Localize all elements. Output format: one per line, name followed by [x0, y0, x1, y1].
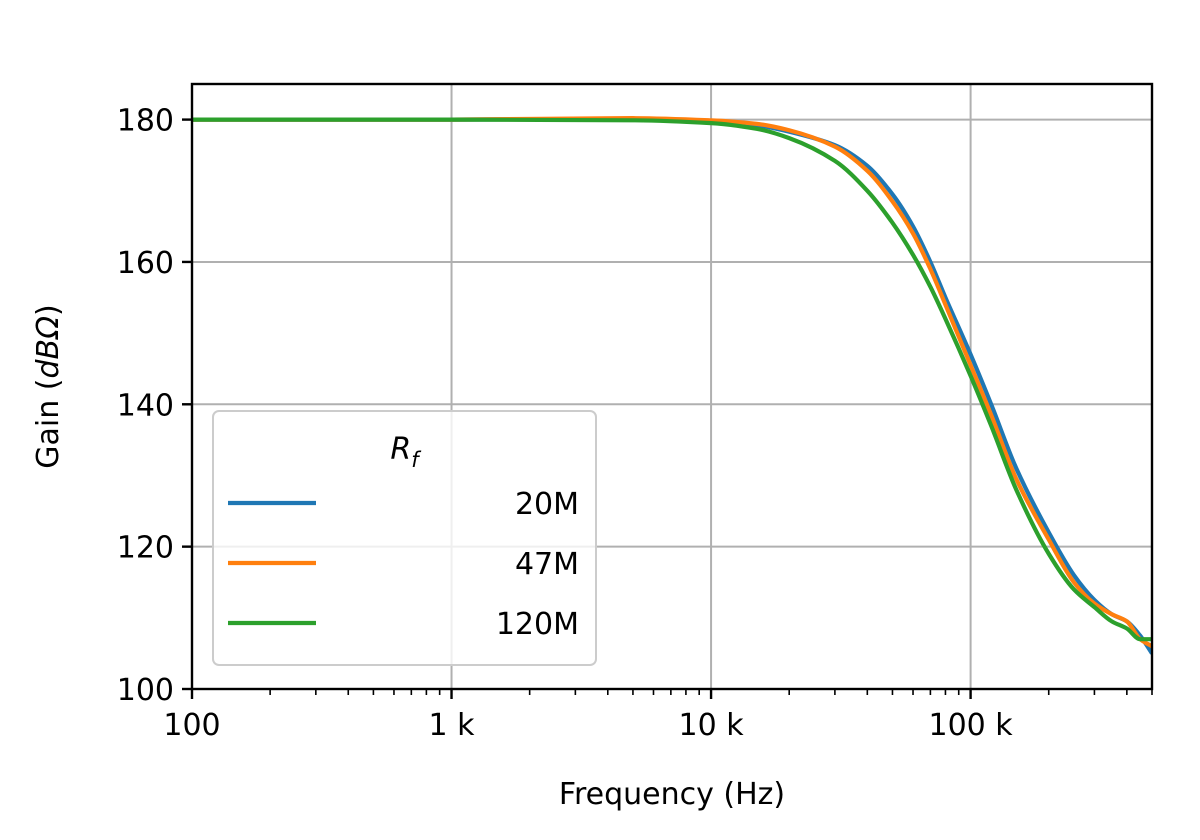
y-axis-label: Gain (dBΩ): [31, 304, 66, 469]
x-tick-label: 1 k: [429, 708, 476, 743]
x-tick-label: 100 k: [929, 708, 1014, 743]
plot-frame: [190, 82, 1154, 691]
legend-title: Rf: [390, 432, 422, 472]
legend-entries: 20M 47M 120M: [228, 487, 579, 642]
legend-entry-label: 20M: [515, 487, 579, 522]
legend-box: [212, 410, 597, 666]
y-tick-label: 160: [117, 246, 174, 281]
tick-labels: 100 1 k 10 k 100 k 100 120 140 160 180: [117, 104, 1014, 743]
series-lines: [192, 116, 1152, 655]
y-tick-label: 100: [117, 673, 174, 708]
x-axis-label: Frequency (Hz): [559, 777, 785, 812]
y-axis-label-unit: dBΩ: [31, 316, 66, 379]
axis-ticks: [182, 118, 1153, 699]
x-tick-label: 100: [163, 708, 220, 743]
legend-title-subscript: f: [411, 448, 422, 472]
y-axis-label-prefix: Gain (: [31, 379, 66, 469]
legend-entry-label: 47M: [515, 547, 579, 582]
series-line-120m: [192, 117, 1152, 642]
y-tick-label: 180: [117, 104, 174, 139]
legend-title-main: R: [390, 432, 411, 467]
y-axis-label-suffix: ): [31, 304, 66, 316]
legend: Rf 20M 47M 120M: [212, 410, 597, 666]
y-tick-label: 120: [117, 531, 174, 566]
x-tick-label: 10 k: [679, 708, 745, 743]
y-tick-label: 140: [117, 388, 174, 423]
series-line-47m: [192, 116, 1152, 649]
legend-entry-label: 120M: [496, 607, 579, 642]
